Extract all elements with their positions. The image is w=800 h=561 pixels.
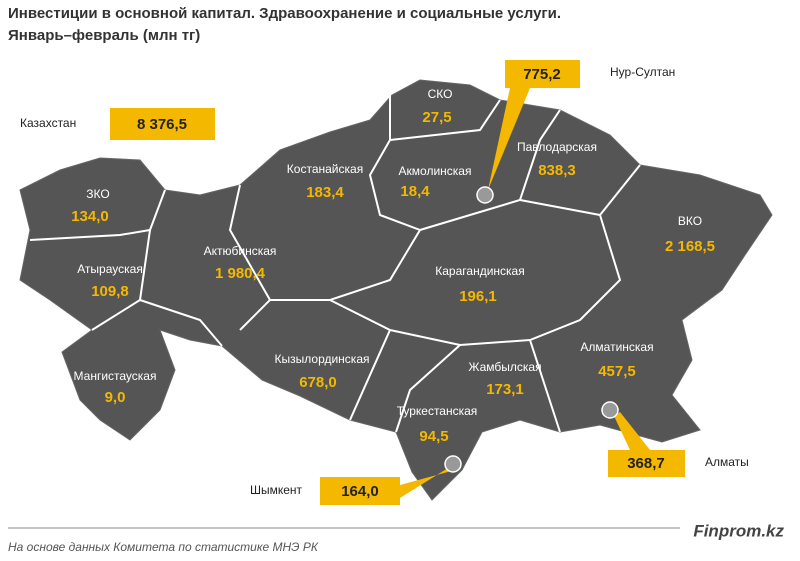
region-name: Карагандинская [435,264,524,278]
region-name: Акмолинская [399,164,472,178]
city-box [505,60,580,88]
brand: Finprom.kz [693,521,784,540]
region-value: 678,0 [299,374,337,391]
country-map [19,79,773,501]
region-name: Алматинская [580,340,653,354]
city-box [320,477,400,505]
total-box [110,108,215,140]
region-name: Жамбылская [468,360,541,374]
total-label: Казахстан [20,116,76,130]
region-value: 457,5 [598,363,636,380]
city-marker [444,455,462,473]
callout-pointer [488,88,530,190]
region-value: 9,0 [105,389,126,406]
region-borders [29,95,641,433]
city-callouts: 775,2 Нур-Султан 368,7 Алматы 164,0 Шымк… [250,60,749,505]
region-value: 2 168,5 [665,238,715,255]
region-name: ВКО [678,214,702,228]
total-value: 8 376,5 [137,116,187,133]
region-value: 183,4 [306,184,344,201]
region-value: 94,5 [419,428,448,445]
city-value: 368,7 [627,455,665,472]
city-box [608,450,685,477]
city-value: 164,0 [341,483,379,500]
city-name: Алматы [705,455,749,469]
region-value: 134,0 [71,208,109,225]
title: Инвестиции в основной капитал. Здравоохр… [8,5,561,22]
region-name: Кызылординская [275,352,370,366]
region-name: Павлодарская [517,140,597,154]
region-labels: СКО 27,5 Костанайская 183,4 Акмолинская … [71,87,715,445]
region-value: 1 980,4 [215,265,266,282]
region-name: Костанайская [287,162,363,176]
region-name: Туркестанская [397,404,478,418]
city-marker [476,186,494,204]
region-value: 196,1 [459,288,497,305]
city-name: Шымкент [250,483,303,497]
callout-pointer [614,412,650,450]
city-value: 775,2 [523,66,561,83]
subtitle: Январь–февраль (млн тг) [8,27,200,44]
region-name: Мангистауская [74,369,157,383]
region-name: СКО [428,87,453,101]
region-value: 173,1 [486,381,524,398]
region-value: 18,4 [400,183,430,200]
region-value: 109,8 [91,283,129,300]
region-name: Актюбинская [204,244,277,258]
region-value: 27,5 [422,109,451,126]
region-value: 838,3 [538,162,576,179]
city-name: Нур-Султан [610,65,675,79]
region-name: ЗКО [86,187,109,201]
region-name: Атырауская [77,262,143,276]
source: На основе данных Комитета по статистике … [8,540,319,554]
country [19,79,773,501]
city-marker [601,401,619,419]
